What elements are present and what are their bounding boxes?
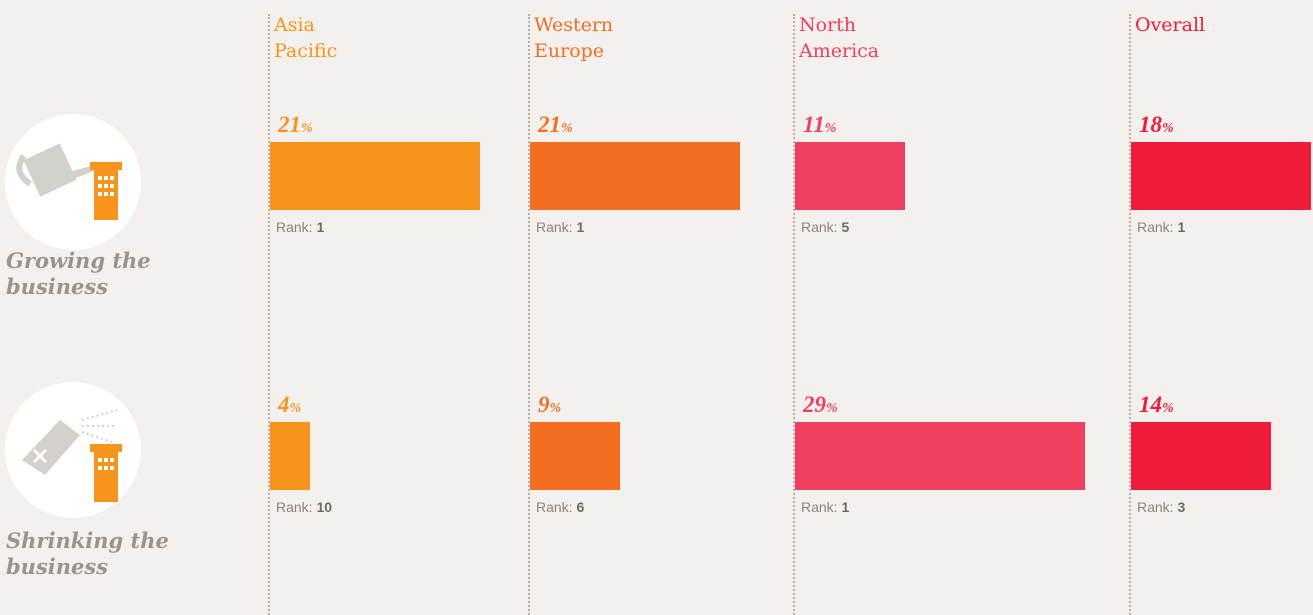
bar	[1131, 422, 1271, 490]
rank: Rank: 1	[801, 499, 849, 515]
bar	[270, 142, 480, 210]
rank: Rank: 3	[1137, 499, 1185, 515]
rank-value: 1	[316, 219, 325, 235]
column-header: Western Europe	[534, 14, 614, 62]
row-label: Growing the business	[6, 248, 151, 299]
rank-label: Rank:	[1137, 219, 1174, 235]
rank-label: Rank:	[536, 219, 573, 235]
value-label: 9%	[538, 392, 562, 417]
divider	[793, 14, 795, 615]
rank: Rank: 6	[536, 499, 584, 515]
value-label: 4%	[278, 392, 302, 417]
rank-label: Rank:	[1137, 499, 1174, 515]
column-header: North America	[799, 14, 880, 62]
rank: Rank: 1	[276, 219, 324, 235]
bar	[1131, 142, 1311, 210]
rank: Rank: 10	[276, 499, 332, 515]
rank-value: 6	[576, 499, 585, 515]
rank: Rank: 1	[1137, 219, 1185, 235]
column-header: Asia Pacific	[274, 14, 338, 62]
shrinking-icon	[5, 382, 141, 518]
value-label: 29%	[803, 392, 838, 417]
rank-label: Rank:	[276, 219, 313, 235]
rank-value: 3	[1177, 499, 1186, 515]
value-label: 21%	[538, 112, 573, 137]
value-label: 11%	[803, 112, 837, 137]
divider	[528, 14, 530, 615]
rank-value: 5	[841, 219, 850, 235]
value-label: 14%	[1139, 392, 1174, 417]
value-label: 21%	[278, 112, 313, 137]
column-header: Overall	[1135, 14, 1206, 36]
divider	[268, 14, 270, 615]
rank-value: 1	[576, 219, 585, 235]
bar	[795, 422, 1085, 490]
value-label: 18%	[1139, 112, 1174, 137]
growing-icon	[5, 114, 141, 250]
divider	[1129, 14, 1131, 615]
rank: Rank: 1	[536, 219, 584, 235]
rank-label: Rank:	[801, 219, 838, 235]
rank-label: Rank:	[801, 499, 838, 515]
rank: Rank: 5	[801, 219, 849, 235]
bar	[270, 422, 310, 490]
rank-value: 1	[841, 499, 850, 515]
bar	[530, 422, 620, 490]
row-label: Shrinking the business	[6, 528, 169, 579]
rank-label: Rank:	[536, 499, 573, 515]
bar	[530, 142, 740, 210]
rank-value: 10	[316, 499, 333, 515]
rank-value: 1	[1177, 219, 1186, 235]
rank-label: Rank:	[276, 499, 313, 515]
bar	[795, 142, 905, 210]
